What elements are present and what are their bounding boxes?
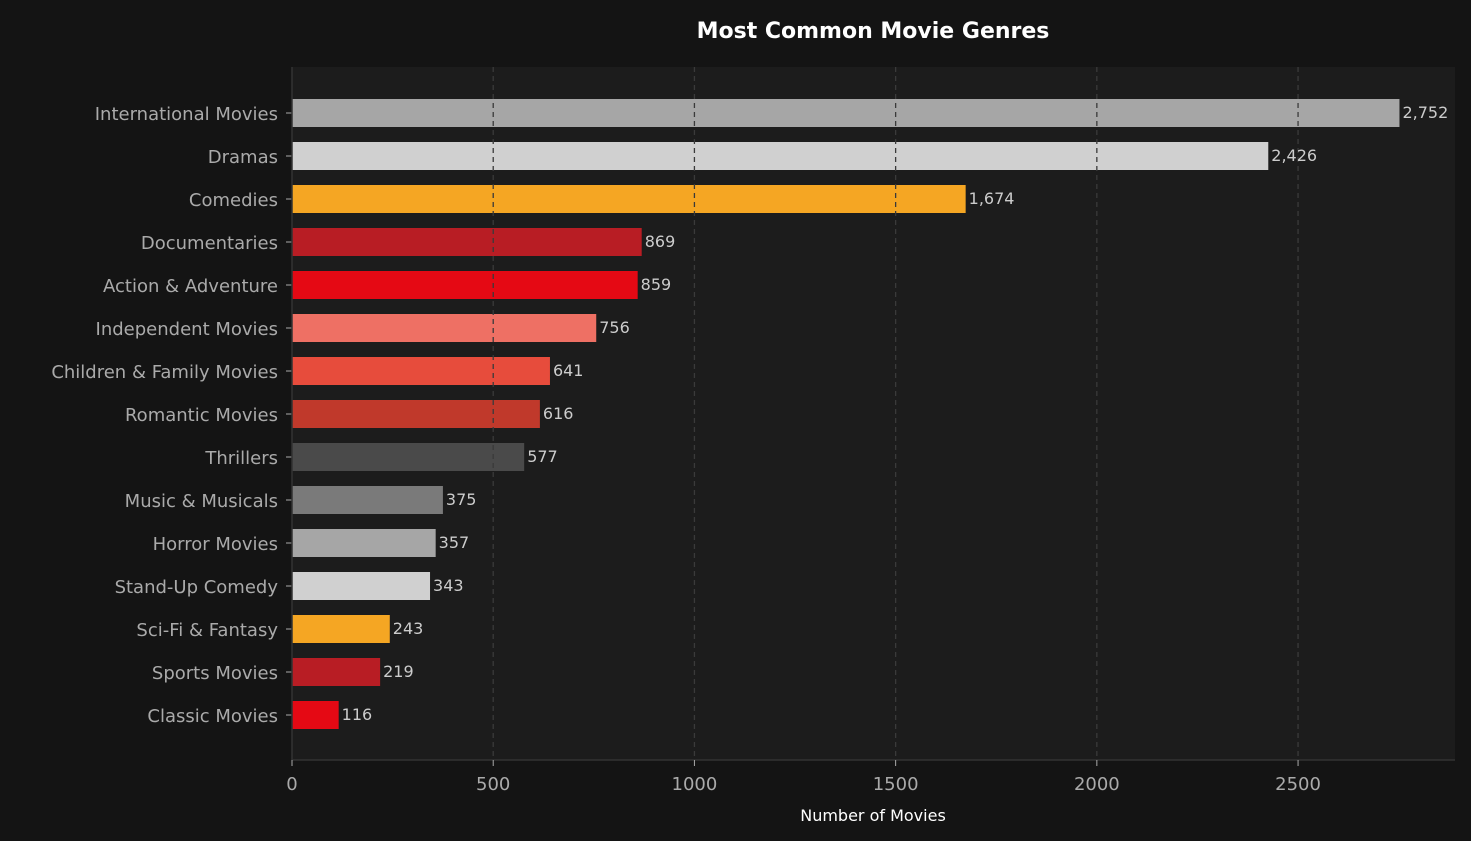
x-tick-label: 1000: [672, 774, 718, 795]
x-tick-label: 2000: [1074, 774, 1120, 795]
data-label: 2,752: [1402, 103, 1448, 122]
data-label: 375: [446, 490, 477, 509]
chart-title: Most Common Movie Genres: [697, 19, 1050, 44]
y-tick-label: Children & Family Movies: [51, 362, 278, 383]
bar: [292, 271, 638, 299]
y-tick-label: International Movies: [95, 104, 278, 125]
data-label: 2,426: [1271, 146, 1317, 165]
y-tick-label: Action & Adventure: [103, 276, 278, 297]
x-tick-label: 0: [286, 774, 297, 795]
bar: [292, 615, 390, 643]
data-label: 756: [599, 318, 630, 337]
bar: [292, 400, 540, 428]
bar: [292, 529, 436, 557]
y-tick-label: Comedies: [189, 190, 278, 211]
bar: [292, 99, 1400, 127]
bar: [292, 357, 550, 385]
bar: [292, 486, 443, 514]
x-axis-label: Number of Movies: [800, 806, 946, 825]
data-label: 616: [543, 404, 574, 423]
data-label: 1,674: [969, 189, 1015, 208]
data-label: 357: [439, 533, 470, 552]
bar: [292, 185, 966, 213]
data-label: 577: [527, 447, 558, 466]
data-label: 243: [393, 619, 424, 638]
x-tick-label: 2500: [1275, 774, 1321, 795]
data-label: 869: [645, 232, 676, 251]
y-tick-label: Classic Movies: [147, 706, 278, 727]
y-tick-label: Sci-Fi & Fantasy: [136, 620, 278, 641]
bar: [292, 443, 525, 471]
data-label: 859: [641, 275, 672, 294]
data-label: 116: [342, 705, 373, 724]
bar: [292, 572, 431, 600]
bar: [292, 228, 642, 256]
y-tick-label: Stand-Up Comedy: [115, 577, 279, 598]
y-tick-label: Documentaries: [141, 233, 278, 254]
y-tick-label: Dramas: [208, 147, 278, 168]
x-tick-label: 1500: [873, 774, 919, 795]
y-tick-label: Sports Movies: [152, 663, 278, 684]
bar: [292, 701, 339, 729]
data-label: 343: [433, 576, 464, 595]
bar: [292, 314, 597, 342]
x-tick-label: 500: [476, 774, 510, 795]
bar: [292, 142, 1269, 170]
y-tick-label: Thrillers: [204, 448, 278, 469]
data-label: 641: [553, 361, 584, 380]
y-tick-label: Horror Movies: [153, 534, 278, 555]
y-tick-label: Music & Musicals: [125, 491, 278, 512]
y-tick-label: Romantic Movies: [125, 405, 278, 426]
data-label: 219: [383, 662, 414, 681]
bar: [292, 658, 381, 686]
y-tick-label: Independent Movies: [96, 319, 278, 340]
